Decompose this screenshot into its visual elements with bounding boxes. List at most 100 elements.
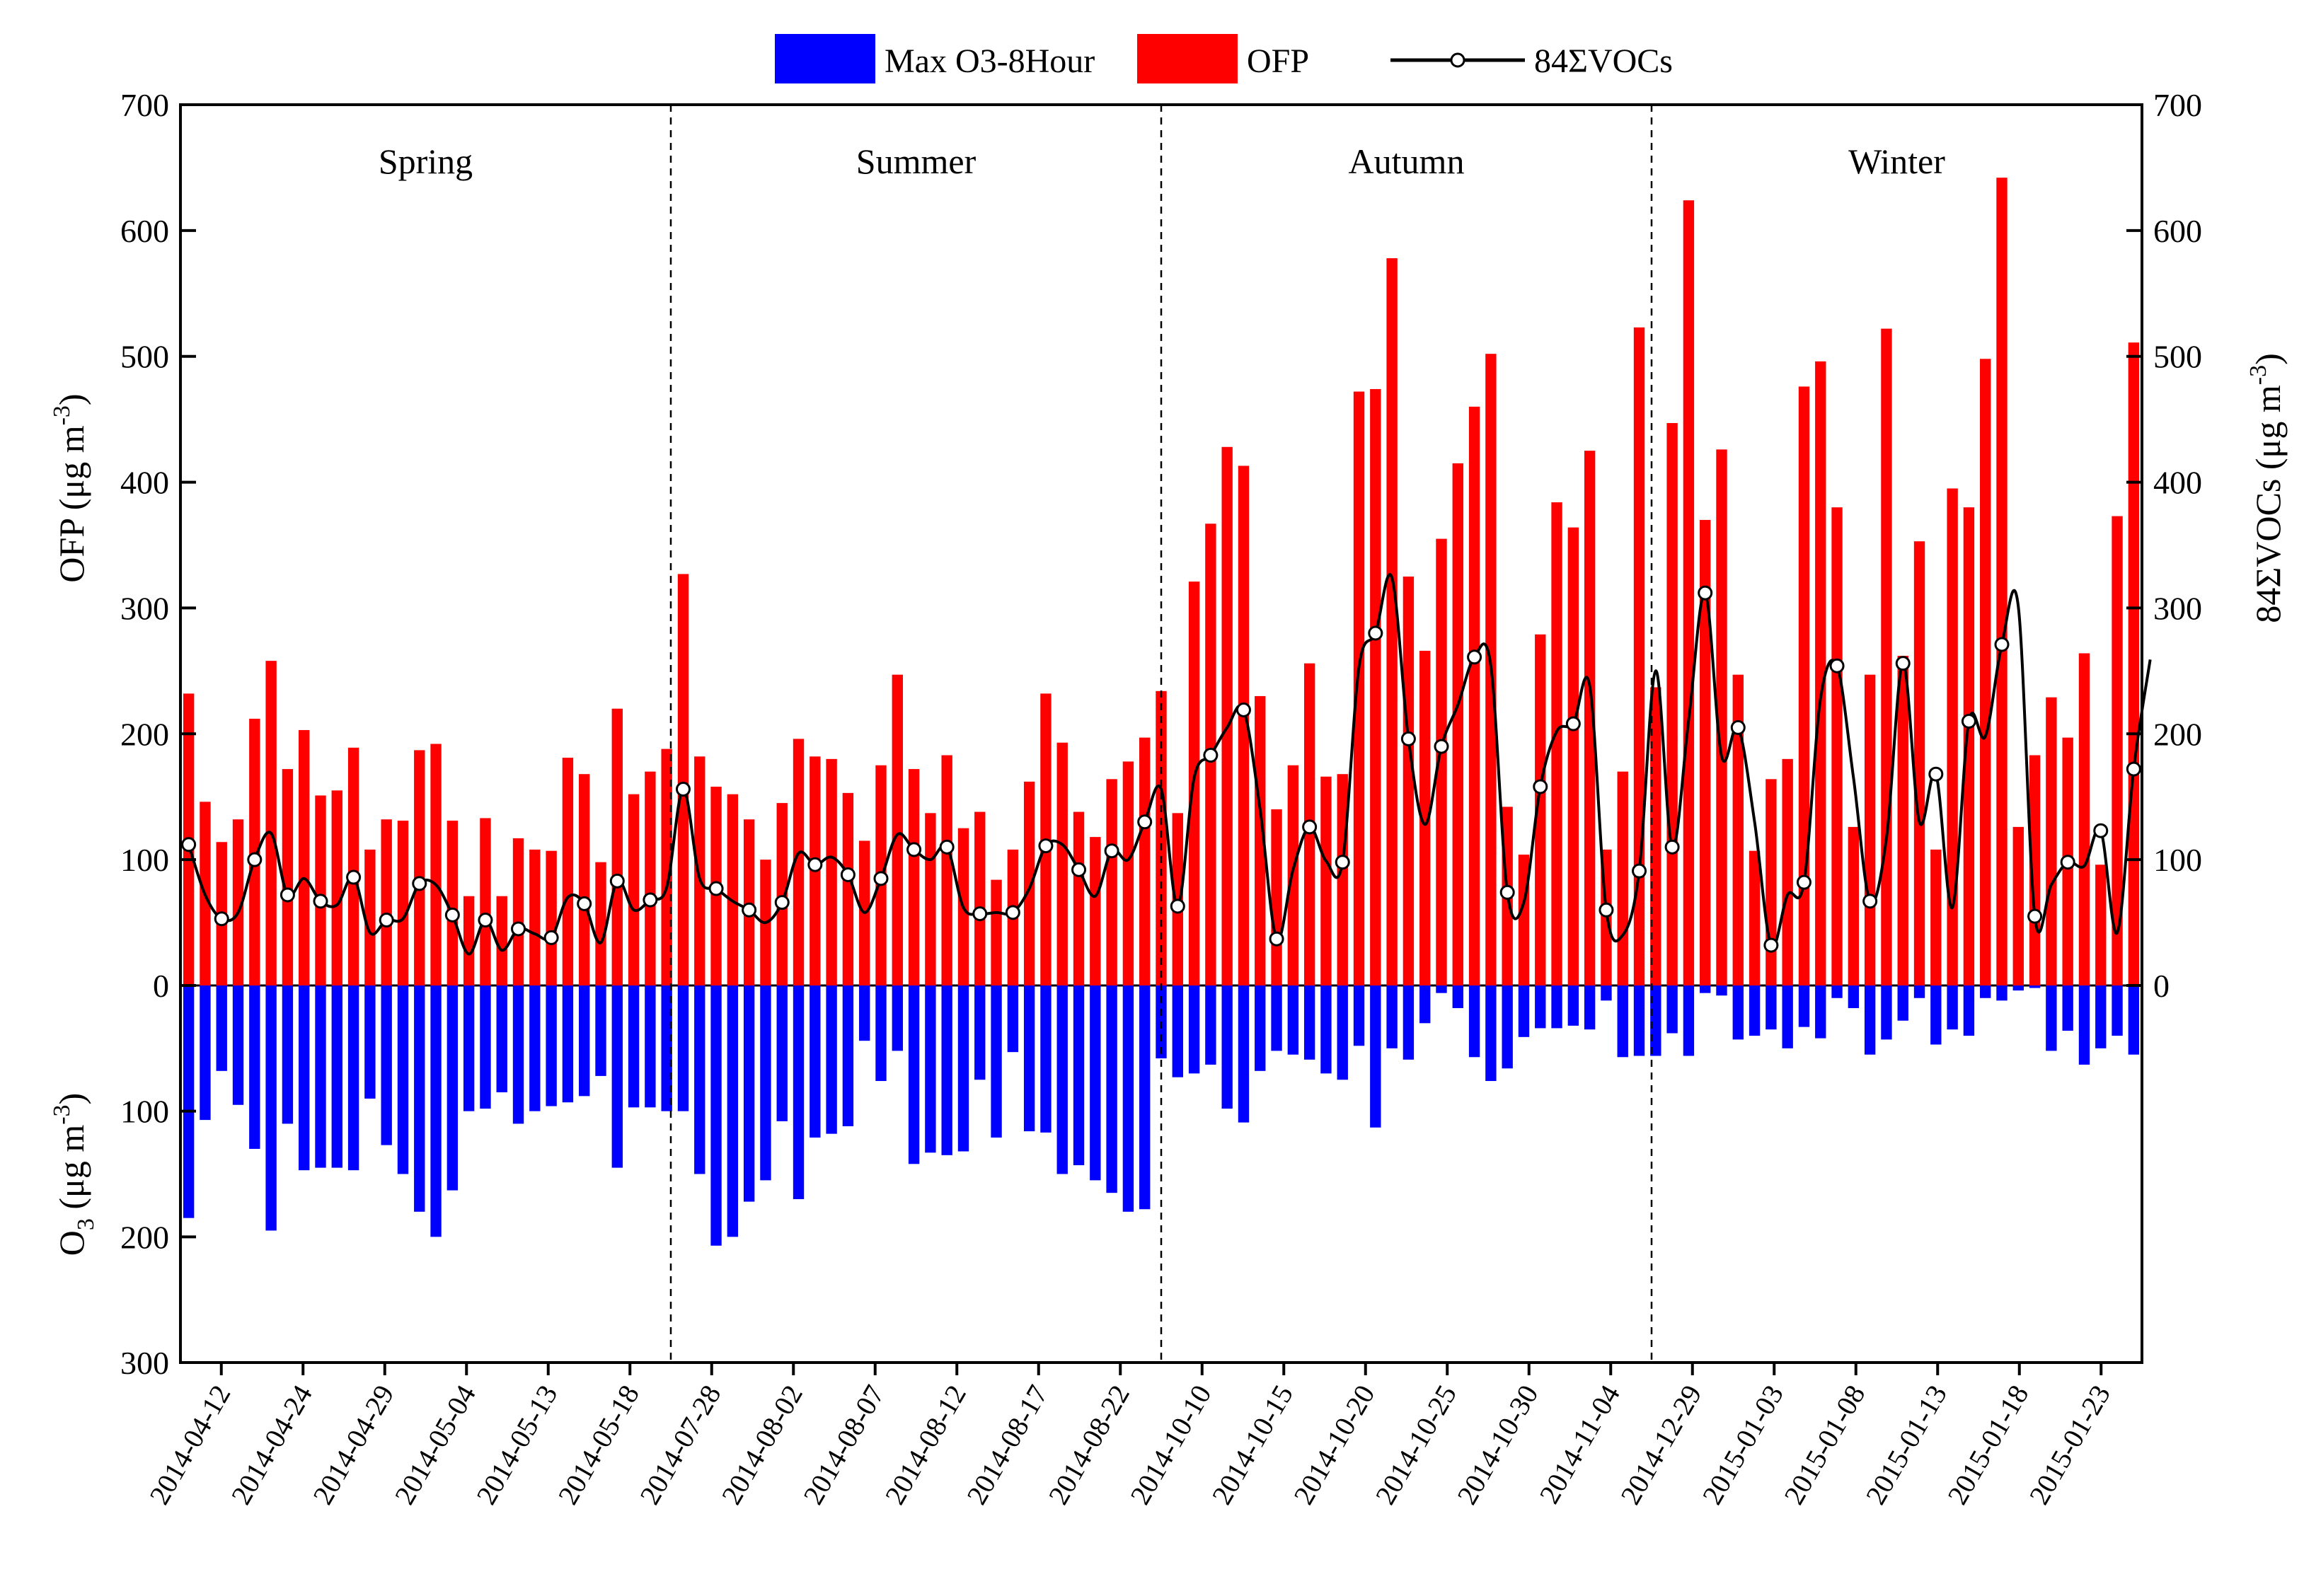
o3-bar bbox=[1370, 985, 1381, 1128]
o3-bar bbox=[611, 985, 623, 1168]
o3-bar bbox=[1303, 985, 1315, 1060]
ofp-bar bbox=[1815, 361, 1826, 985]
o3-bar bbox=[1782, 985, 1793, 1048]
ofp-bar bbox=[2128, 342, 2140, 985]
o3-bar bbox=[1551, 985, 1562, 1029]
ofp-bar bbox=[776, 803, 788, 985]
ofp-bar bbox=[1139, 737, 1151, 985]
ofp-bar bbox=[1996, 178, 2008, 986]
vocs-marker bbox=[2027, 908, 2043, 924]
o3-bar bbox=[1584, 985, 1596, 1030]
x-tick-label: 2014-05-18 bbox=[552, 1380, 645, 1510]
x-tick-label: 2014-10-30 bbox=[1451, 1380, 1544, 1510]
o3-bar bbox=[1716, 985, 1727, 996]
ofp-bar bbox=[1551, 502, 1562, 985]
vocs-marker bbox=[807, 857, 823, 872]
ofp-bar bbox=[1947, 488, 1958, 985]
o3-bar bbox=[1980, 985, 1991, 998]
o3-bar bbox=[1567, 985, 1579, 1026]
o3-bar bbox=[1831, 985, 1843, 998]
ofp-bar bbox=[1897, 656, 1908, 985]
ofp-bar bbox=[1633, 327, 1645, 985]
ofp-bar bbox=[2078, 653, 2090, 985]
x-tick-label: 2014-08-02 bbox=[715, 1380, 809, 1510]
ofp-bar bbox=[908, 769, 920, 985]
o3-bar bbox=[760, 985, 771, 1181]
vocs-marker bbox=[280, 887, 295, 903]
ofp-bar bbox=[925, 813, 936, 985]
o3-bar bbox=[1947, 985, 1958, 1030]
ofp-bar bbox=[974, 811, 986, 985]
right-tick-label: 300 bbox=[2153, 590, 2202, 626]
left-tick-label: 500 bbox=[120, 339, 169, 375]
right-tick-label: 400 bbox=[2153, 465, 2202, 501]
vocs-marker bbox=[609, 873, 625, 889]
o3-bar bbox=[1386, 985, 1398, 1048]
o3-bar bbox=[645, 985, 656, 1108]
season-label: Winter bbox=[1848, 141, 1945, 181]
o3-bar bbox=[282, 985, 294, 1124]
vocs-marker bbox=[1302, 819, 1318, 835]
o3-bar bbox=[1815, 985, 1826, 1039]
o3-bar bbox=[677, 985, 689, 1111]
o3-bar bbox=[1650, 985, 1661, 1056]
o3-bar bbox=[1766, 985, 1777, 1030]
o3-bar bbox=[1485, 985, 1497, 1082]
x-axis: 2014-04-122014-04-242014-04-292014-05-04… bbox=[143, 1363, 2116, 1510]
x-tick-label: 2015-01-03 bbox=[1696, 1380, 1790, 1510]
vocs-marker bbox=[708, 881, 724, 896]
vocs-marker bbox=[181, 837, 197, 852]
ofp-bar bbox=[2112, 516, 2123, 985]
o3-bar bbox=[447, 985, 459, 1191]
legend: Max O3-8Hour OFP 84ΣVOCs bbox=[775, 34, 1673, 83]
vocs-marker bbox=[313, 894, 328, 909]
x-tick-label: 2015-01-18 bbox=[1941, 1380, 2034, 1510]
ofp-bar bbox=[1584, 451, 1596, 985]
legend-swatch-o3 bbox=[775, 34, 875, 83]
ofp-bar bbox=[430, 744, 442, 985]
x-tick-label: 2014-07-28 bbox=[633, 1380, 727, 1510]
o3-bar bbox=[1897, 985, 1908, 1021]
x-tick-label: 2015-01-13 bbox=[1860, 1380, 1953, 1510]
ofp-bar bbox=[941, 755, 952, 985]
o3-bar bbox=[2112, 985, 2123, 1036]
ofp-bar bbox=[1666, 422, 1678, 985]
o3-bar bbox=[183, 985, 195, 1218]
o3-bar bbox=[315, 985, 326, 1168]
ofp-bar bbox=[1090, 837, 1101, 985]
o3-bar bbox=[1666, 985, 1678, 1034]
ofp-bar bbox=[1320, 776, 1332, 985]
ofp-bar bbox=[661, 748, 672, 985]
vocs-marker bbox=[478, 913, 493, 928]
left-tick-label: 100 bbox=[120, 1094, 169, 1130]
vocs-marker bbox=[1994, 637, 2010, 652]
ofp-bar bbox=[331, 790, 342, 985]
bars-group bbox=[183, 178, 2140, 1246]
o3-bar bbox=[859, 985, 870, 1041]
o3-bar bbox=[1535, 985, 1546, 1029]
vocs-marker bbox=[1565, 716, 1581, 732]
ofp-bar bbox=[299, 729, 310, 985]
ofp-bar bbox=[1864, 674, 1876, 985]
vocs-marker bbox=[577, 896, 592, 911]
o3-bar bbox=[414, 985, 425, 1212]
o3-bar bbox=[1848, 985, 1860, 1008]
o3-bar bbox=[1271, 985, 1282, 1051]
vocs-marker bbox=[1368, 625, 1383, 641]
x-tick-label: 2015-01-23 bbox=[2023, 1380, 2116, 1510]
vocs-marker bbox=[675, 782, 691, 797]
o3-bar bbox=[957, 985, 969, 1152]
x-tick-label: 2014-10-25 bbox=[1369, 1380, 1463, 1510]
o3-bar bbox=[1601, 985, 1612, 1001]
vocs-marker bbox=[1071, 862, 1087, 877]
ofp-bar bbox=[1650, 687, 1661, 985]
o3-bar bbox=[1040, 985, 1052, 1133]
ofp-bar bbox=[991, 879, 1002, 985]
o3-bar bbox=[397, 985, 409, 1174]
ofp-bar bbox=[265, 661, 277, 985]
o3-bar bbox=[2095, 985, 2107, 1048]
ofp-bar bbox=[677, 574, 689, 985]
vocs-marker bbox=[1796, 874, 1811, 890]
vocs-marker bbox=[972, 906, 988, 922]
season-label: Spring bbox=[379, 141, 473, 181]
